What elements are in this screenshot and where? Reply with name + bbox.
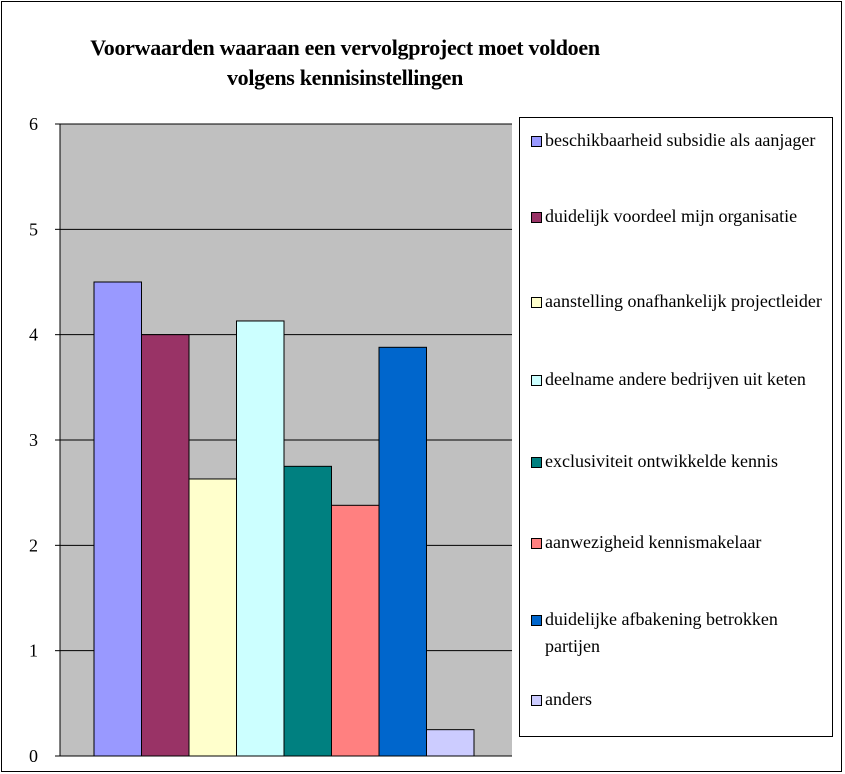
bars bbox=[93, 281, 475, 757]
bar-2 bbox=[141, 334, 190, 757]
legend-item: aanwezigheid kennismakelaar bbox=[531, 529, 823, 556]
y-tick-label: 4 bbox=[29, 325, 38, 345]
bar-8 bbox=[426, 729, 475, 757]
legend-label: duidelijke afbakening betrokken partijen bbox=[545, 609, 778, 656]
legend-item: aanstelling onafhankelijk projectleider bbox=[531, 288, 823, 315]
legend-swatch bbox=[531, 615, 542, 626]
legend-swatch bbox=[531, 375, 542, 386]
legend-label: aanstelling onafhankelijk projectleider bbox=[545, 291, 822, 311]
legend-label: anders bbox=[545, 689, 592, 709]
chart-title-line-2: volgens kennisinstellingen bbox=[226, 65, 464, 90]
legend-label: duidelijk voordeel mijn organisatie bbox=[545, 206, 798, 226]
bar-7 bbox=[378, 346, 427, 757]
legend-swatch bbox=[531, 136, 542, 147]
y-tick-label: 0 bbox=[29, 746, 38, 766]
legend-swatch bbox=[531, 297, 542, 308]
y-tick-label: 2 bbox=[29, 535, 38, 555]
legend-label: aanwezigheid kennismakelaar bbox=[545, 532, 762, 552]
legend-item: duidelijke afbakening betrokken partijen bbox=[531, 606, 823, 660]
legend-label: deelname andere bedrijven uit keten bbox=[545, 369, 806, 389]
bar-6 bbox=[331, 504, 380, 757]
bar-1 bbox=[93, 281, 142, 757]
legend-label: beschikbaarheid subsidie als aanjager bbox=[545, 130, 816, 150]
y-tick-label: 3 bbox=[29, 430, 38, 450]
legend-item: beschikbaarheid subsidie als aanjager bbox=[531, 127, 823, 154]
legend-swatch bbox=[531, 538, 542, 549]
bar-4 bbox=[236, 320, 285, 757]
y-tick-label: 1 bbox=[29, 641, 38, 661]
y-axis: 0 1 2 3 4 5 6 bbox=[29, 114, 512, 766]
legend-swatch bbox=[531, 695, 542, 706]
chart-title: Voorwaarden waaraan een vervolgproject m… bbox=[0, 33, 690, 93]
legend-swatch bbox=[531, 212, 542, 223]
y-tick-label: 5 bbox=[29, 219, 38, 239]
legend-item: duidelijk voordeel mijn organisatie bbox=[531, 203, 823, 230]
legend-item: exclusiviteit ontwikkelde kennis bbox=[531, 448, 823, 475]
bar-5 bbox=[283, 465, 332, 757]
legend-label: exclusiviteit ontwikkelde kennis bbox=[545, 451, 778, 471]
legend: beschikbaarheid subsidie als aanjager dui… bbox=[519, 117, 833, 737]
legend-swatch bbox=[531, 457, 542, 468]
legend-item: anders bbox=[531, 686, 823, 713]
bar-3 bbox=[188, 478, 237, 757]
y-tick-label: 6 bbox=[29, 114, 38, 134]
legend-item: deelname andere bedrijven uit keten bbox=[531, 366, 823, 393]
chart-title-line-1: Voorwaarden waaraan een vervolgproject m… bbox=[90, 35, 600, 60]
